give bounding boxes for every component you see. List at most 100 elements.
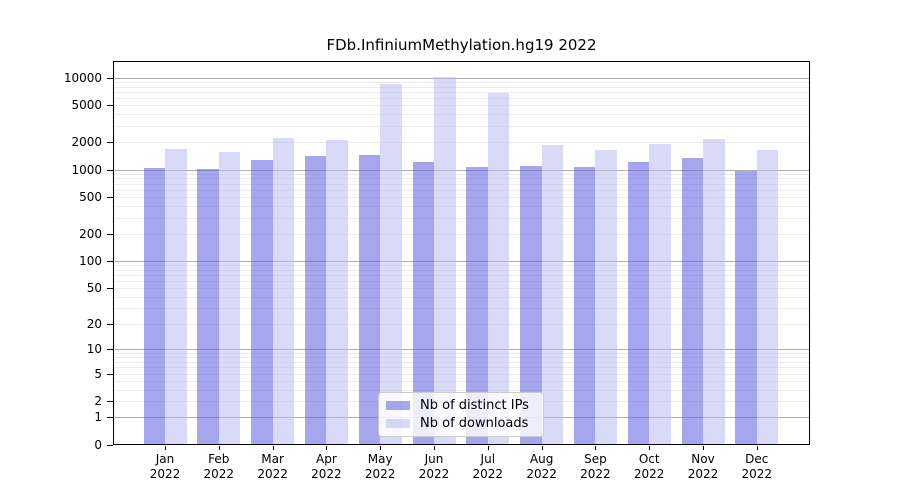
x-tick-mark — [326, 446, 328, 450]
gridline-minor — [113, 389, 810, 391]
x-tick-mark — [703, 446, 704, 450]
gridline-minor — [113, 206, 810, 207]
gridline-minor — [113, 114, 810, 116]
bar-distinct-ips — [735, 171, 757, 445]
bar-distinct-ips — [466, 167, 488, 445]
legend-label-downloads: Nb of downloads — [420, 415, 529, 431]
y-tick-label: 0 — [94, 438, 102, 452]
bar-downloads — [541, 145, 564, 445]
bar-downloads — [380, 83, 402, 445]
bar-downloads — [756, 149, 779, 445]
y-tick-mark — [107, 233, 113, 235]
gridline-minor — [113, 269, 810, 271]
y-tick-label: 2000 — [71, 134, 102, 149]
gridline-minor — [113, 173, 810, 175]
y-tick-mark — [107, 77, 113, 79]
y-tick-label: 20 — [86, 316, 102, 331]
gridline-minor — [113, 217, 810, 219]
bar-distinct-ips — [412, 162, 434, 445]
x-tick-mark — [165, 446, 166, 450]
y-tick-label: 200 — [79, 226, 102, 241]
x-tick-label: Sep 2022 — [580, 452, 611, 481]
gridline-minor — [113, 296, 810, 298]
y-tick-label: 50 — [86, 281, 102, 296]
x-tick-mark — [434, 446, 435, 450]
x-tick-mark — [541, 446, 543, 450]
y-tick-mark — [107, 169, 113, 171]
y-tick-mark — [107, 417, 113, 419]
legend: Nb of distinct IPs Nb of downloads — [378, 392, 544, 437]
bar-distinct-ips — [520, 165, 542, 445]
y-tick-mark — [107, 141, 113, 143]
gridline-major — [113, 77, 810, 79]
gridline-minor — [113, 357, 810, 359]
x-tick-mark — [218, 446, 220, 450]
bar-distinct-ips — [358, 154, 381, 445]
y-tick-mark — [107, 445, 113, 446]
y-tick-label: 10 — [86, 342, 102, 357]
x-tick-label: Apr 2022 — [311, 452, 342, 481]
x-tick-label: Feb 2022 — [203, 452, 235, 481]
bar-downloads — [326, 140, 348, 445]
gridline-minor — [113, 82, 810, 83]
x-tick-mark — [272, 446, 274, 450]
y-tick-label: 1000 — [71, 162, 102, 177]
x-tick-mark — [649, 446, 651, 450]
y-tick-label: 2 — [94, 394, 102, 409]
y-tick-mark — [107, 105, 113, 107]
gridline-minor — [113, 362, 810, 364]
y-tick-mark — [107, 288, 113, 290]
gridline-minor — [113, 353, 810, 355]
bar-downloads — [165, 148, 187, 445]
legend-swatch-downloads — [386, 418, 410, 428]
gridline-minor — [113, 323, 810, 325]
y-tick-label: 100 — [79, 254, 102, 268]
y-tick-mark — [107, 323, 113, 325]
bar-downloads — [218, 152, 241, 445]
gridline-minor — [113, 141, 810, 143]
gridline-minor — [113, 275, 810, 277]
legend-item-downloads: Nb of downloads — [386, 416, 535, 431]
gridline-minor — [113, 189, 810, 191]
y-tick-mark — [107, 197, 113, 199]
gridline-minor — [113, 98, 810, 100]
bar-downloads — [595, 149, 617, 445]
x-tick-label: Oct 2022 — [633, 452, 665, 481]
x-tick-label: Jun 2022 — [418, 452, 450, 481]
x-tick-label: Jan 2022 — [149, 452, 181, 481]
x-tick-mark — [380, 446, 382, 450]
x-tick-mark — [595, 446, 597, 450]
gridline-minor — [113, 233, 810, 235]
x-tick-mark — [487, 446, 489, 450]
gridline-minor — [113, 183, 810, 185]
gridline-major — [113, 349, 810, 351]
gridline-minor — [113, 105, 810, 107]
gridline-minor — [113, 380, 810, 382]
bar-downloads — [272, 138, 295, 445]
y-tick-label: 500 — [79, 190, 102, 205]
bar-distinct-ips — [251, 160, 273, 445]
x-tick-label: Mar 2022 — [257, 452, 288, 481]
legend-item-distinct-ips: Nb of distinct IPs — [386, 398, 535, 413]
gridline-minor — [113, 288, 810, 290]
gridline-minor — [113, 178, 810, 180]
x-tick-label: Aug 2022 — [526, 452, 557, 481]
y-tick-label: 5 — [94, 366, 102, 381]
bar-downloads — [703, 139, 725, 445]
y-tick-mark — [107, 261, 113, 262]
legend-label-distinct-ips: Nb of distinct IPs — [420, 398, 529, 414]
legend-swatch-distinct-ips — [386, 401, 410, 411]
gridline-major — [113, 261, 810, 262]
bar-distinct-ips — [627, 162, 650, 445]
gridline-minor — [113, 125, 810, 127]
x-tick-label: Dec 2022 — [741, 452, 773, 481]
bar-distinct-ips — [304, 155, 327, 445]
x-tick-label: Nov 2022 — [687, 452, 719, 481]
bar-distinct-ips — [143, 167, 165, 445]
chart-title: FDb.InfiniumMethylation.hg19 2022 — [326, 36, 597, 54]
gridline-minor — [113, 197, 810, 199]
gridline-minor — [113, 92, 810, 93]
gridline-minor — [113, 373, 810, 375]
plot-area — [113, 61, 810, 445]
